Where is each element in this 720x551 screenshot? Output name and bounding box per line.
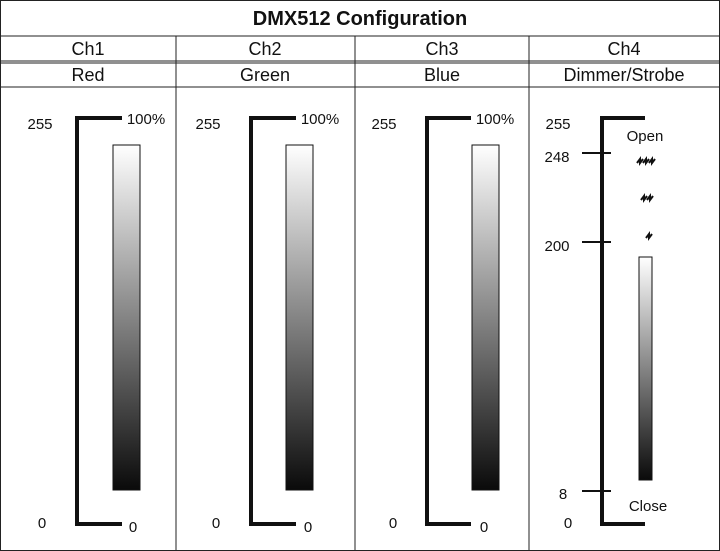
channel: Ch2 [248,39,281,59]
close-label: Close [629,498,667,515]
scale-label: 255 [27,116,52,133]
function: Blue [424,65,460,85]
bracket [425,116,471,526]
gradient-bar [471,144,500,491]
title: DMX512 Configuration [253,8,467,30]
function: Dimmer/Strobe [563,65,684,85]
scale-label: 255 [545,116,570,133]
scale-label: 0 [564,515,572,532]
scale-label: 8 [559,486,567,503]
bracket-label: 0 [304,519,312,536]
scale-label: 248 [544,149,569,166]
function: Green [240,65,290,85]
strobe-icons [636,156,656,241]
gradient-bar [285,144,314,491]
bracket [600,116,645,526]
channel: Ch1 [71,39,104,59]
scale-label: 255 [371,116,396,133]
gradient-bar [638,256,653,481]
bracket-label: 0 [480,519,488,536]
function: Red [71,65,104,85]
bracket [249,116,296,526]
scale-label: 0 [389,515,397,532]
scale-label: 0 [212,515,220,532]
bracket-label: 100% [476,111,514,128]
bracket-label: 100% [127,111,165,128]
channel: Ch3 [425,39,458,59]
open-label: Open [627,128,664,145]
bracket-label: 0 [129,519,137,536]
scale-label: 0 [38,515,46,532]
scale-label: 200 [544,238,569,255]
channel: Ch4 [607,39,640,59]
bracket [75,116,122,526]
bracket-label: 100% [301,111,339,128]
gradient-bar [112,144,141,491]
scale-label: 255 [195,116,220,133]
